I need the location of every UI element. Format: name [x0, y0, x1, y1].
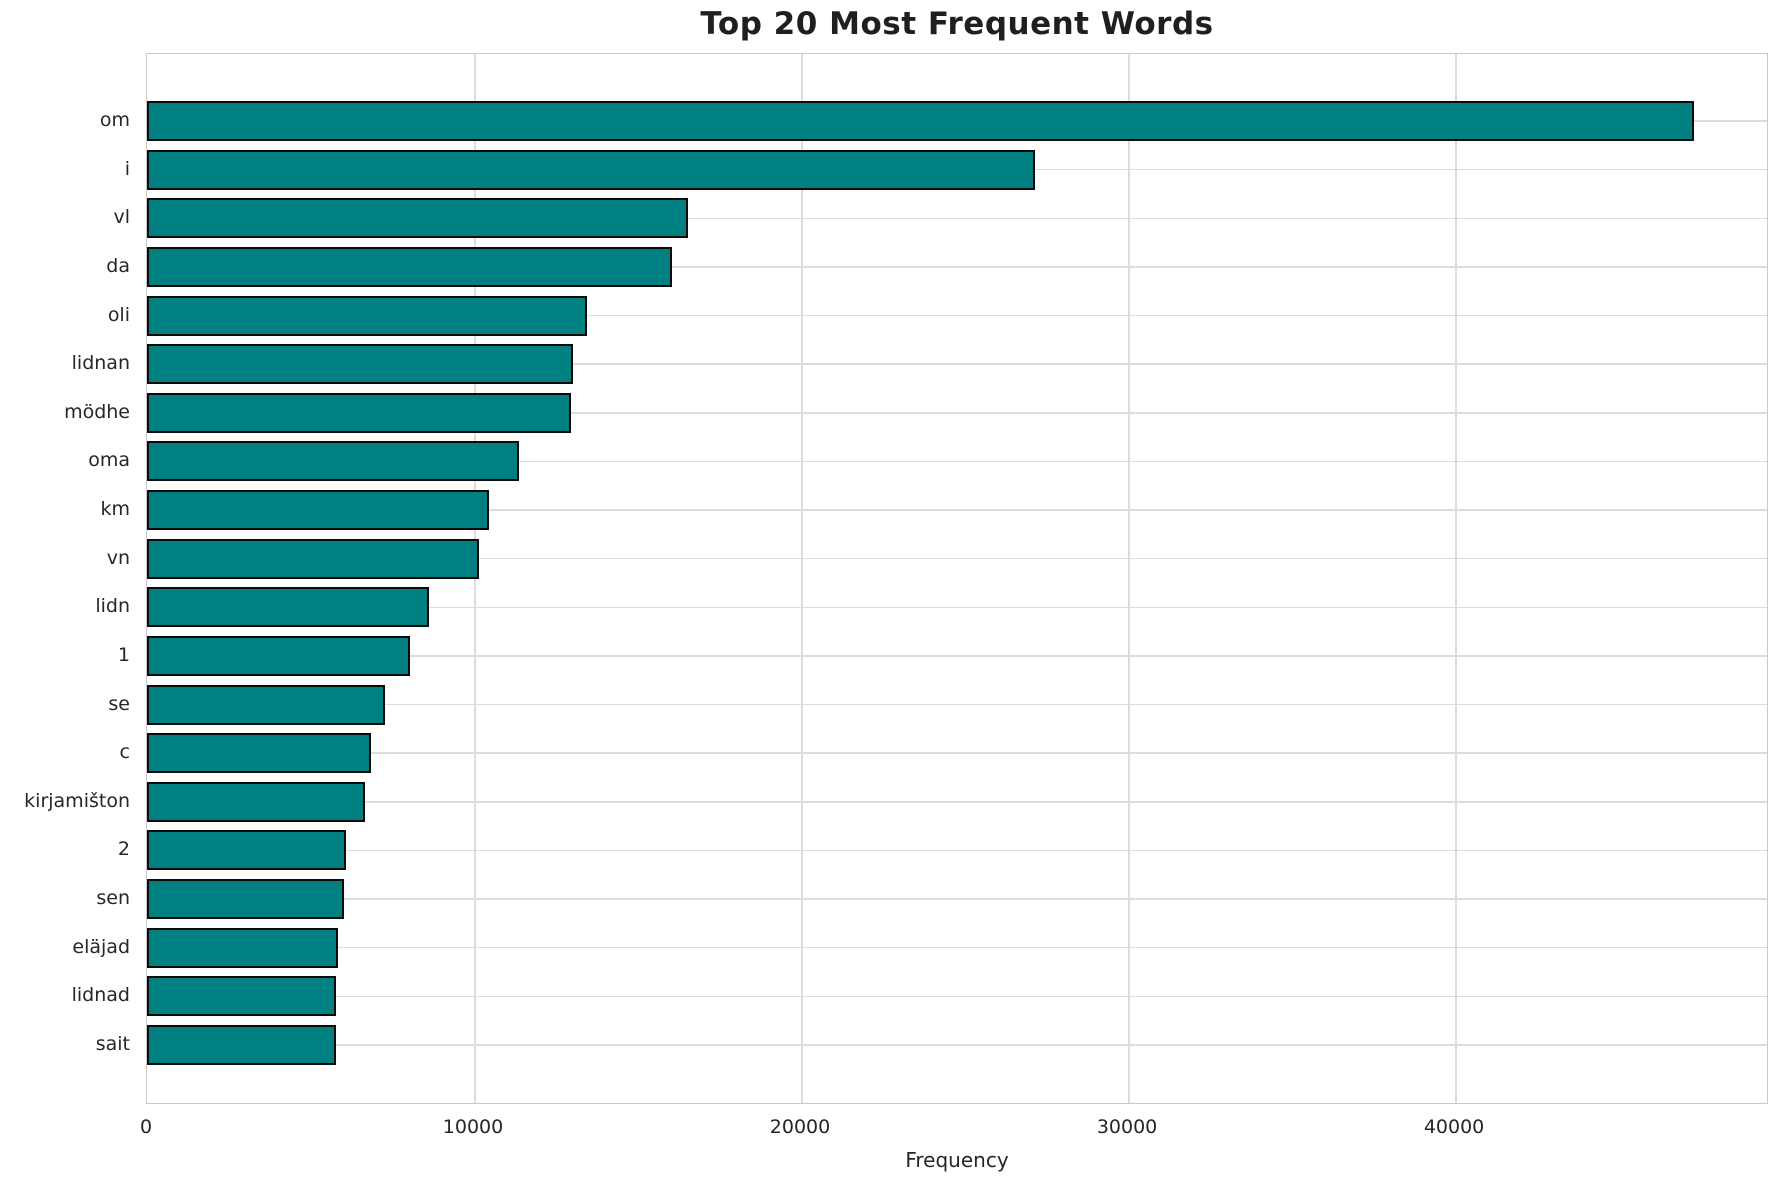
y-tick-label-oli: oli — [107, 303, 130, 326]
y-tick-label-vn: vn — [106, 546, 130, 569]
gridline-y-11 — [147, 655, 1767, 657]
gridline-y-10 — [147, 606, 1767, 609]
y-tick-label-lidnad: lidnad — [71, 984, 130, 1007]
x-axis-label: Frequency — [905, 1148, 1009, 1172]
gridline-y-18 — [147, 995, 1767, 998]
gridline-x-20000 — [801, 54, 803, 1103]
bar-lidnad — [147, 976, 337, 1017]
gridline-y-2 — [147, 217, 1767, 219]
gridline-x-40000 — [1455, 54, 1457, 1103]
y-tick-label-eläjad: eläjad — [72, 935, 130, 958]
y-tick-label-i: i — [124, 157, 130, 180]
y-tick-label-lidnan: lidnan — [71, 352, 130, 375]
gridline-y-3 — [147, 266, 1767, 268]
y-tick-label-km: km — [100, 498, 130, 521]
gridline-y-5 — [147, 363, 1767, 365]
bar-lidn — [147, 587, 430, 628]
bar-sen — [147, 879, 345, 920]
bar-sait — [147, 1024, 336, 1065]
bar-1 — [147, 635, 410, 676]
x-tick-label-20000: 20000 — [769, 1116, 831, 1138]
bar-da — [147, 246, 672, 287]
y-tick-label-kirjamišton: kirjamišton — [24, 789, 130, 812]
y-tick-label-2: 2 — [117, 838, 130, 861]
bar-i — [147, 149, 1035, 190]
gridline-y-19 — [147, 1044, 1767, 1046]
gridline-y-4 — [147, 314, 1767, 317]
x-tick-label-40000: 40000 — [1423, 1116, 1485, 1138]
bar-kirjamišton — [147, 781, 366, 822]
y-tick-label-oma: oma — [88, 449, 130, 472]
bar-se — [147, 684, 386, 725]
gridline-y-8 — [147, 509, 1767, 511]
bar-lidnan — [147, 344, 574, 385]
plot-area — [146, 53, 1768, 1104]
bar-oma — [147, 441, 520, 482]
y-tick-label-1: 1 — [117, 643, 130, 666]
x-tick-label-10000: 10000 — [442, 1116, 504, 1138]
bar-eläjad — [147, 927, 339, 968]
gridline-y-9 — [147, 557, 1767, 560]
gridline-y-7 — [147, 460, 1767, 463]
bar-mödhe — [147, 392, 572, 433]
chart-title: Top 20 Most Frequent Words — [700, 6, 1214, 42]
y-tick-label-lidn: lidn — [95, 595, 130, 618]
bar-vn — [147, 538, 479, 579]
bar-2 — [147, 830, 346, 871]
bar-om — [147, 101, 1694, 141]
x-tick-label-0: 0 — [139, 1116, 153, 1138]
y-tick-label-se: se — [108, 692, 130, 715]
gridline-y-13 — [147, 752, 1767, 754]
x-tick-label-30000: 30000 — [1096, 1116, 1158, 1138]
y-tick-label-sait: sait — [95, 1032, 130, 1055]
gridline-y-12 — [147, 703, 1767, 706]
y-tick-label-om: om — [99, 109, 130, 131]
gridline-y-6 — [147, 412, 1767, 414]
bar-vl — [147, 198, 689, 239]
gridline-y-14 — [147, 801, 1767, 803]
gridline-y-17 — [147, 946, 1767, 949]
bar-c — [147, 733, 371, 774]
y-tick-label-da: da — [106, 254, 130, 277]
y-tick-label-c: c — [119, 741, 130, 764]
y-tick-label-mödhe: mödhe — [64, 400, 130, 423]
gridline-y-15 — [147, 849, 1767, 852]
gridline-x-30000 — [1128, 54, 1130, 1103]
y-tick-label-vl: vl — [113, 206, 130, 229]
bar-km — [147, 490, 490, 531]
y-tick-label-sen: sen — [96, 887, 130, 910]
gridline-y-16 — [147, 898, 1767, 900]
bar-oli — [147, 295, 587, 336]
